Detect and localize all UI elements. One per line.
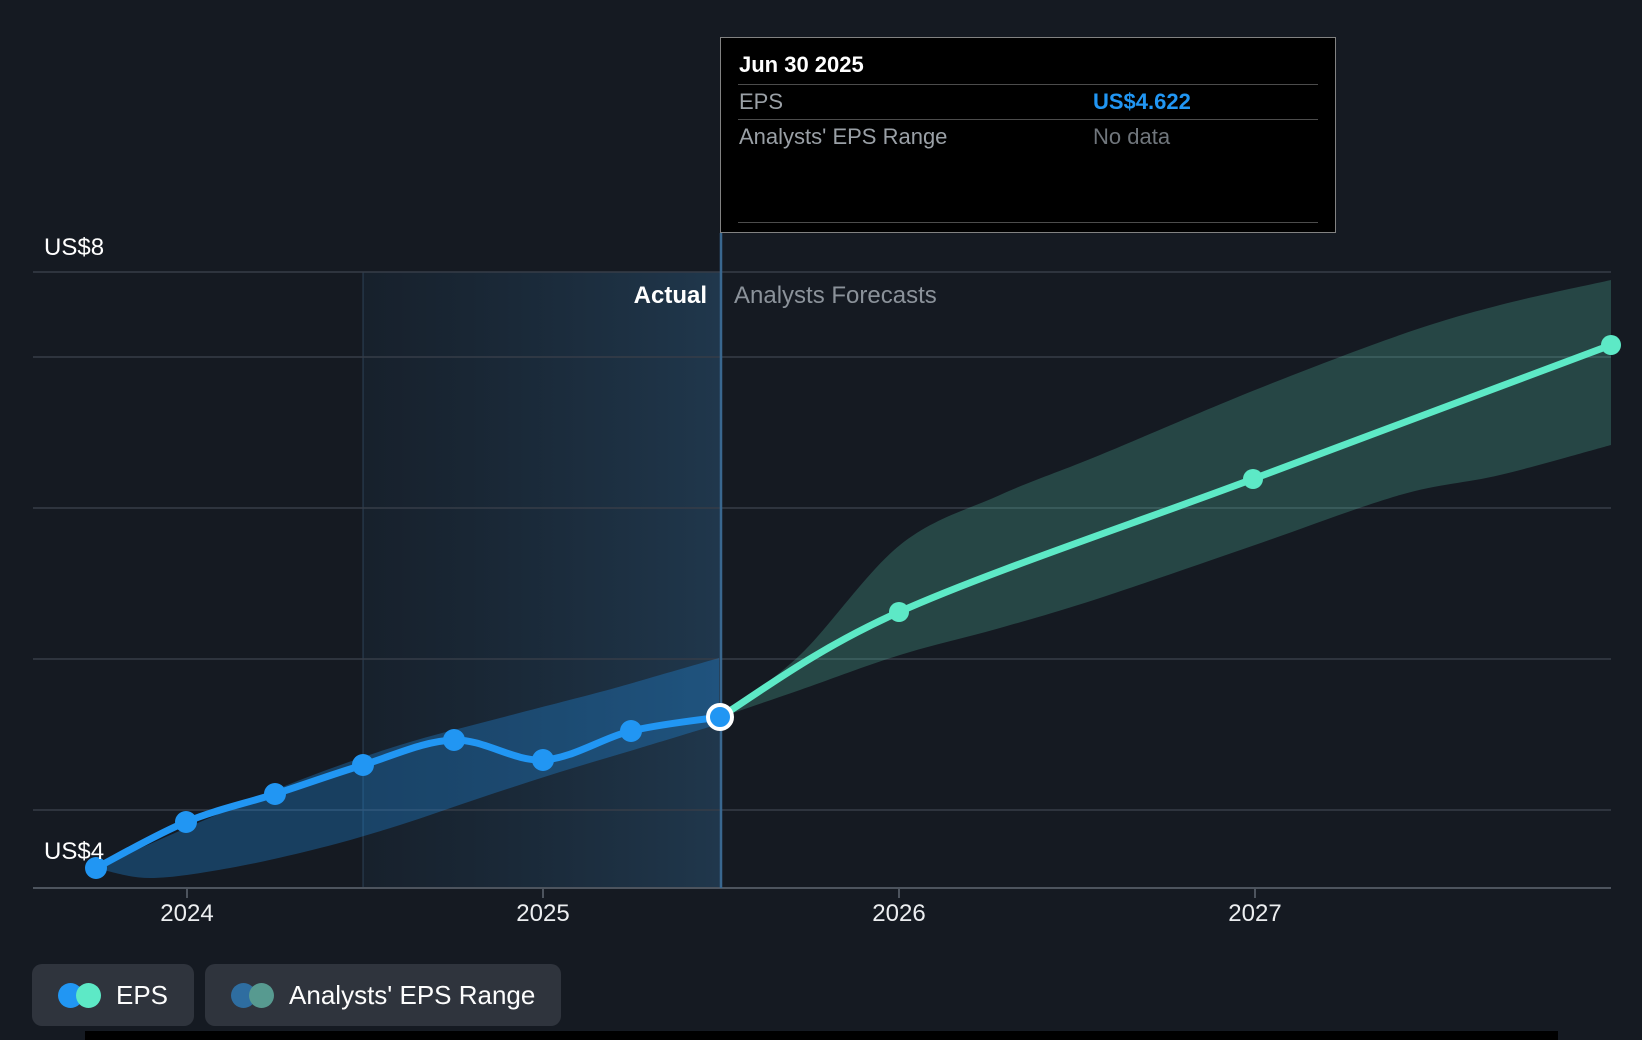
forecast-eps-line bbox=[716, 341, 1615, 721]
tooltip-eps-value: US$4.622 bbox=[1093, 89, 1191, 114]
actual-eps-point[interactable] bbox=[532, 749, 554, 771]
actual-eps-point[interactable] bbox=[443, 729, 465, 751]
eps-series-icon bbox=[58, 982, 101, 1008]
y-axis-label-bottom: US$4 bbox=[44, 838, 105, 865]
bottom-edge-bar bbox=[85, 1031, 1558, 1040]
tooltip-divider bbox=[738, 119, 1318, 120]
legend-item-eps[interactable]: EPS bbox=[32, 964, 195, 1026]
tooltip-divider bbox=[738, 222, 1318, 223]
tooltip-date: Jun 30 2025 bbox=[739, 52, 864, 77]
tooltip-divider bbox=[738, 84, 1318, 85]
x-axis-label-2025: 2025 bbox=[516, 900, 570, 927]
chart-legend: EPS Analysts' EPS Range bbox=[32, 964, 562, 1026]
tooltip-range-label: Analysts' EPS Range bbox=[739, 124, 948, 149]
recent-period-highlight bbox=[363, 272, 721, 888]
chart-tooltip: Jun 30 2025 EPS US$4.622 Analysts' EPS R… bbox=[720, 37, 1336, 233]
x-axis-label-2026: 2026 bbox=[872, 900, 926, 927]
analysts-eps-range-band bbox=[721, 280, 1611, 717]
hovered-eps-point[interactable] bbox=[706, 703, 734, 731]
tooltip-range-value: No data bbox=[1093, 124, 1171, 149]
tooltip-eps-label: EPS bbox=[739, 89, 784, 114]
x-axis-label-2027: 2027 bbox=[1228, 900, 1282, 927]
y-axis-label-top: US$8 bbox=[44, 234, 105, 261]
actual-eps-point[interactable] bbox=[85, 857, 107, 879]
forecast-eps-point[interactable] bbox=[1601, 335, 1621, 355]
forecast-eps-point[interactable] bbox=[1243, 469, 1263, 489]
legend-eps-label: EPS bbox=[116, 979, 169, 1010]
forecast-phase-label: Analysts Forecasts bbox=[734, 282, 937, 309]
actual-eps-point[interactable] bbox=[620, 720, 642, 742]
actual-eps-point[interactable] bbox=[352, 754, 374, 776]
actual-eps-band bbox=[96, 658, 719, 878]
forecast-eps-point[interactable] bbox=[889, 602, 909, 622]
legend-eps-range-label: Analysts' EPS Range bbox=[289, 979, 536, 1010]
actual-eps-point[interactable] bbox=[175, 811, 197, 833]
eps-range-series-icon bbox=[231, 982, 275, 1008]
tooltip-row-eps: EPS US$4.622 bbox=[721, 85, 1335, 119]
tooltip-spacer bbox=[721, 154, 1335, 222]
x-axis-label-2024: 2024 bbox=[160, 900, 214, 927]
actual-phase-label: Actual bbox=[633, 282, 707, 309]
tooltip-row-range: Analysts' EPS Range No data bbox=[721, 120, 1335, 154]
legend-item-eps-range[interactable]: Analysts' EPS Range bbox=[205, 964, 562, 1026]
actual-eps-point[interactable] bbox=[264, 783, 286, 805]
